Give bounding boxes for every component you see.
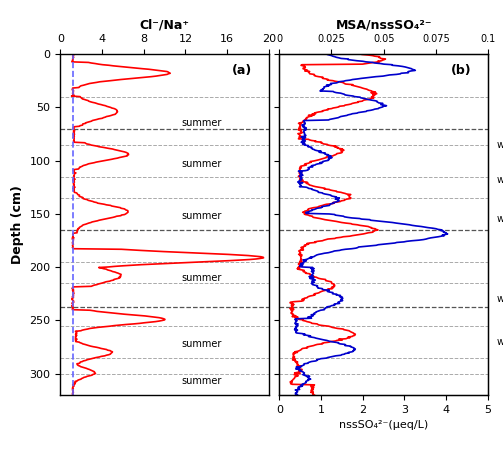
Text: winter: winter [496, 337, 503, 347]
Text: winter: winter [496, 294, 503, 304]
Text: summer: summer [181, 339, 221, 349]
Text: summer: summer [181, 118, 221, 128]
Text: summer: summer [181, 158, 221, 169]
Title: Cl⁻/Na⁺: Cl⁻/Na⁺ [140, 18, 190, 31]
X-axis label: nssSO₄²⁻(μeq/L): nssSO₄²⁻(μeq/L) [339, 420, 428, 431]
Text: summer: summer [181, 273, 221, 283]
Text: summer: summer [181, 376, 221, 386]
Text: summer: summer [181, 211, 221, 221]
Text: winter: winter [496, 175, 503, 185]
Text: (b): (b) [451, 64, 471, 77]
Text: (a): (a) [232, 64, 252, 77]
Title: MSA/nssSO₄²⁻: MSA/nssSO₄²⁻ [336, 18, 432, 31]
Y-axis label: Depth (cm): Depth (cm) [11, 185, 24, 264]
Text: winter: winter [496, 140, 503, 150]
Text: winter: winter [496, 214, 503, 224]
